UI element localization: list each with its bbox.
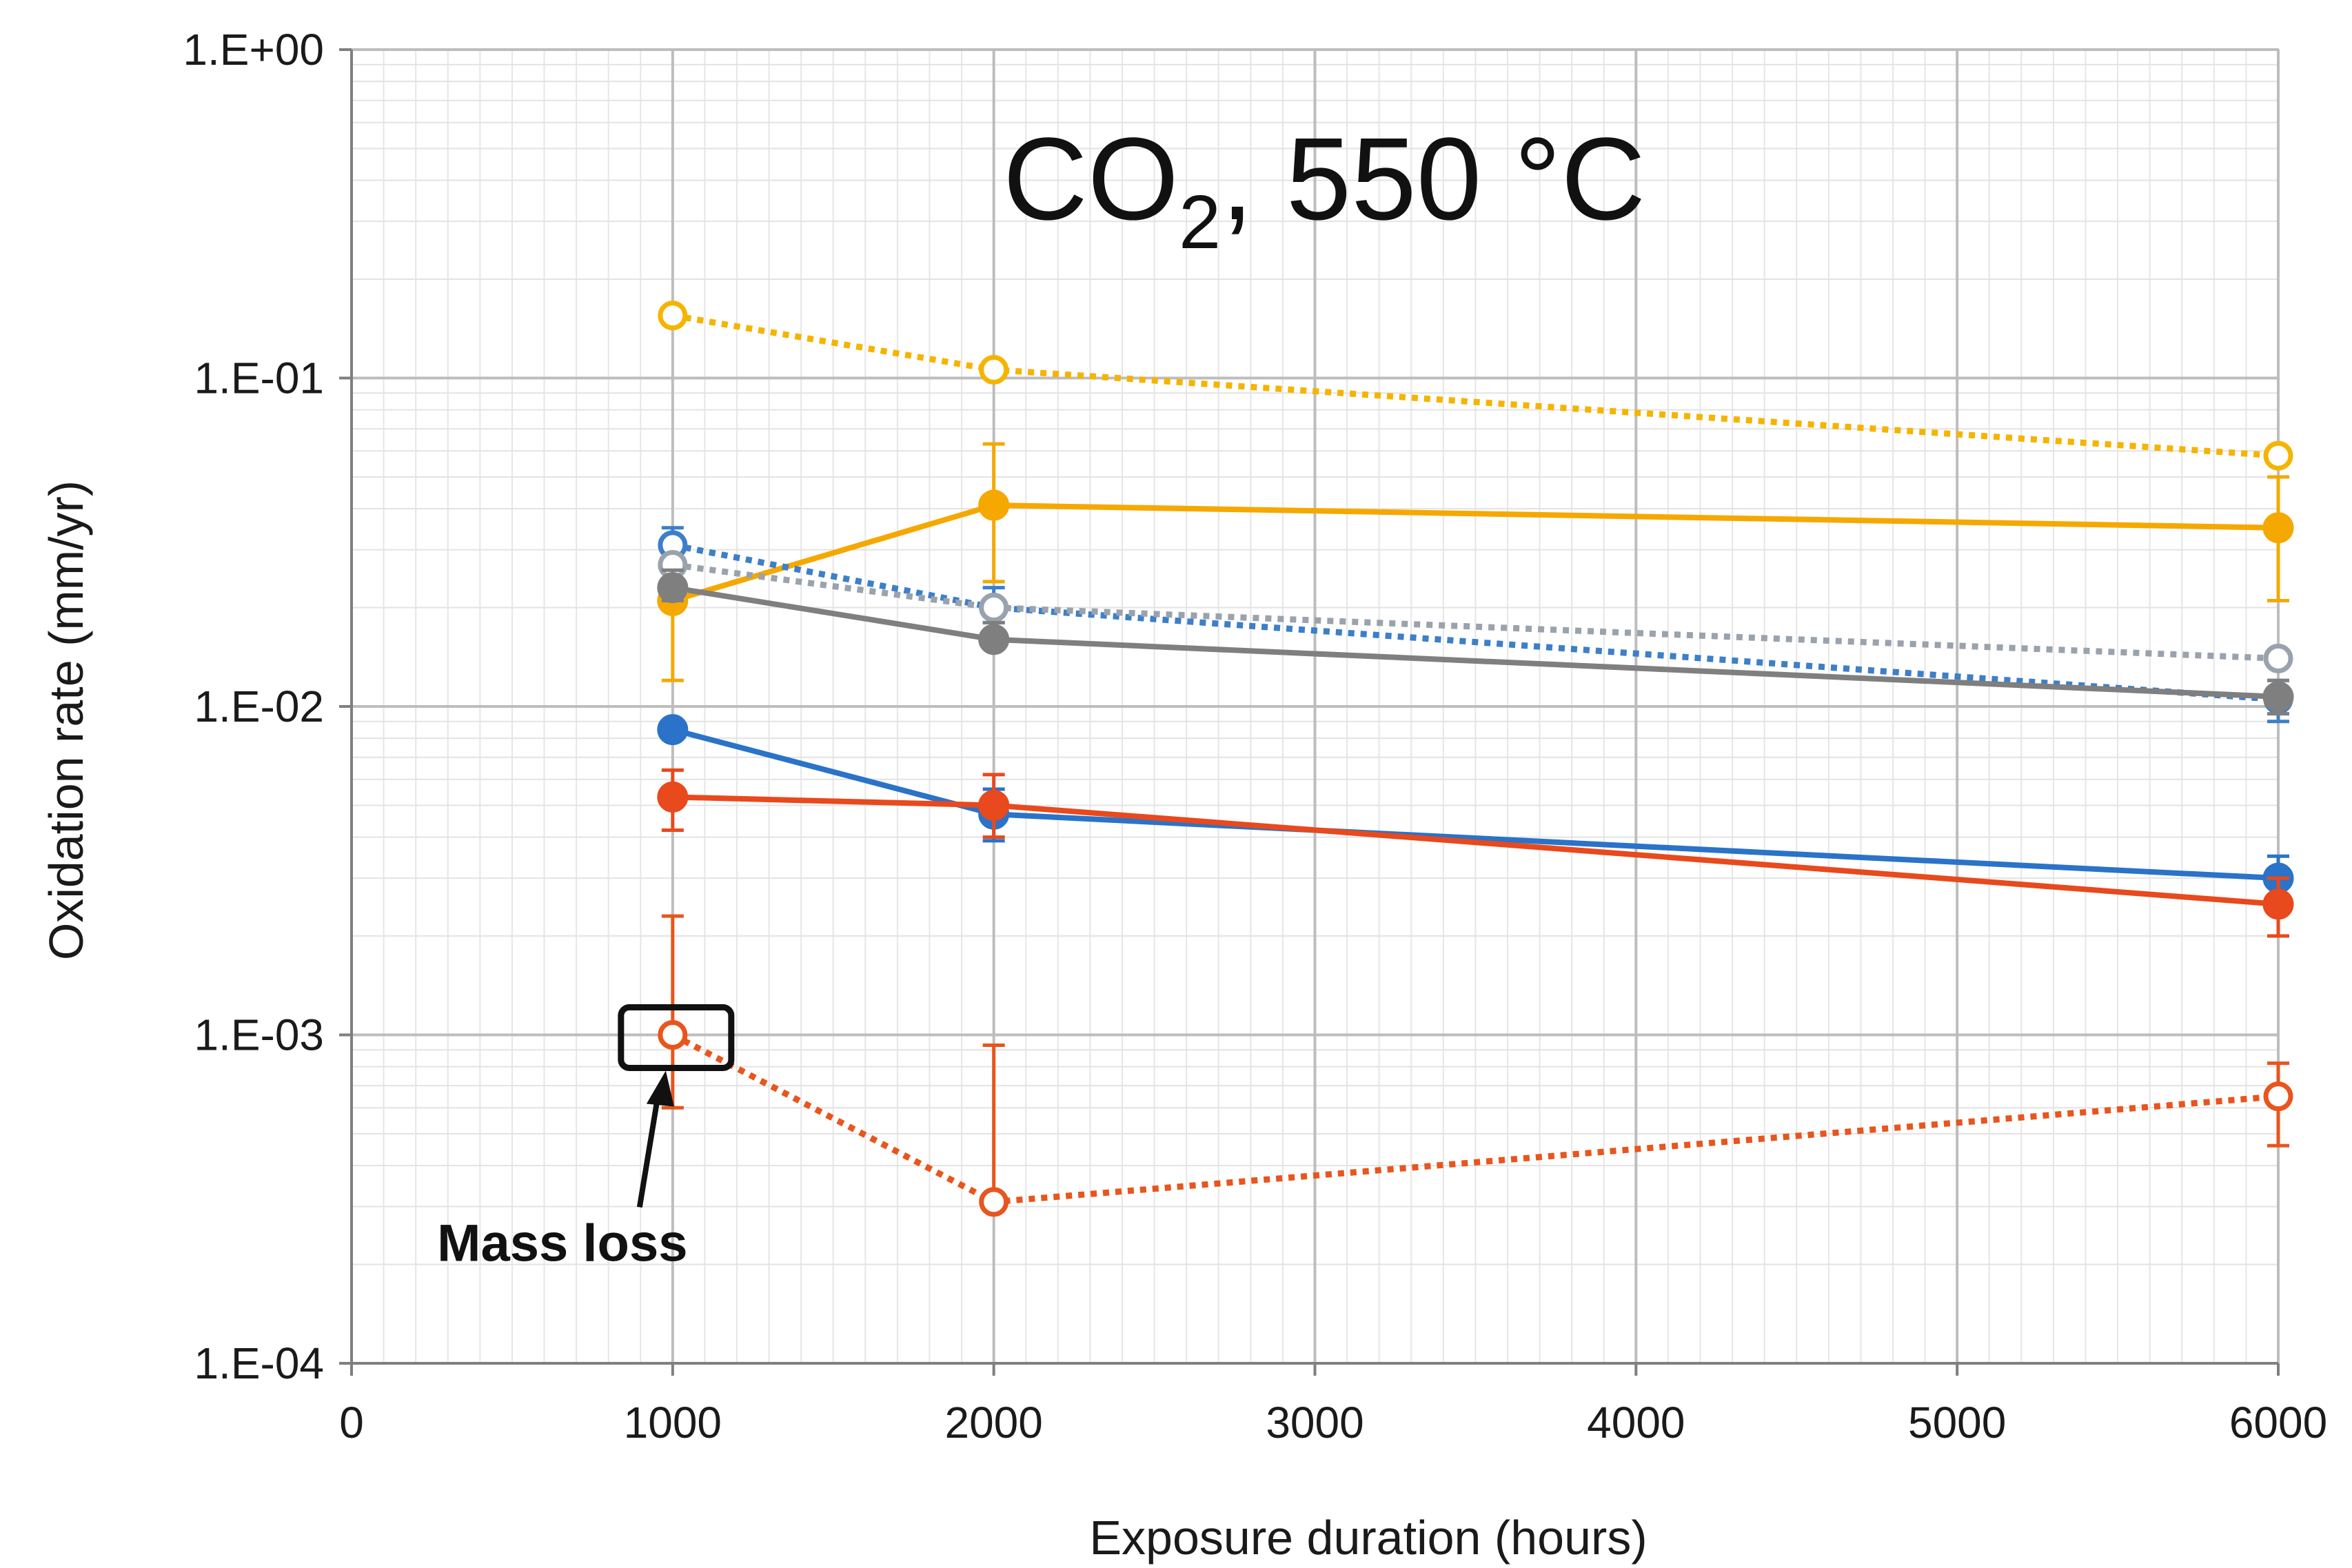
chart-title-subscript: 2 (1179, 180, 1221, 265)
data-point (2263, 643, 2293, 673)
data-point (2262, 888, 2294, 920)
mass-loss-label: Mass loss (437, 1214, 687, 1273)
data-point (979, 354, 1009, 385)
x-tick-label: 3000 (1266, 1398, 1363, 1447)
data-point (978, 789, 1010, 821)
x-tick-label: 0 (339, 1398, 364, 1447)
grid-layer (350, 48, 2280, 1365)
data-point (979, 593, 1009, 623)
chart-title-rest: , 550 °C (1221, 114, 1645, 245)
data-point (978, 489, 1010, 521)
data-point (2262, 512, 2294, 544)
series-4 (658, 549, 2293, 673)
series-5 (657, 568, 2294, 716)
y-tick-label: 1.E-02 (194, 682, 324, 731)
data-point (979, 1187, 1009, 1217)
x-tick-label: 1000 (624, 1398, 722, 1447)
x-tick-label: 6000 (2229, 1398, 2327, 1447)
data-point (978, 624, 1010, 655)
mass-loss-arrow (636, 1089, 662, 1208)
axes-layer: 0 1000 2000 3000 4000 5000 6000 1.E-04 1.E-03 1.E… (183, 25, 2327, 1447)
series-8 (658, 914, 2293, 1217)
data-point (657, 714, 689, 746)
data-point (658, 301, 688, 331)
mass-loss-arrowhead (646, 1070, 674, 1107)
y-tick-label: 1.E+00 (183, 25, 324, 74)
data-point (657, 572, 689, 604)
y-axis-title: Oxidation rate (mm/yr) (39, 480, 93, 960)
data-point (2263, 1081, 2293, 1112)
y-tick-label: 1.E-01 (194, 354, 324, 403)
data-point (658, 1020, 688, 1050)
series-layer (657, 301, 2294, 1217)
y-tick-label: 1.E-04 (194, 1338, 324, 1388)
data-point (657, 781, 689, 813)
x-axis-title: Exposure duration (hours) (1089, 1511, 1647, 1565)
data-point (2263, 440, 2293, 471)
data-point (2262, 681, 2294, 713)
chart-title: CO2, 550 °C (1003, 114, 1645, 265)
x-tick-label: 2000 (944, 1398, 1042, 1447)
series-7 (657, 768, 2294, 938)
y-tick-label: 1.E-03 (194, 1010, 324, 1060)
mass-loss-box (618, 1004, 735, 1071)
chart-title-main: CO (1003, 114, 1179, 245)
x-tick-label: 5000 (1908, 1398, 2006, 1447)
series-1 (658, 301, 2293, 471)
x-tick-label: 4000 (1587, 1398, 1685, 1447)
annotation-layer: Mass loss (437, 1004, 735, 1273)
